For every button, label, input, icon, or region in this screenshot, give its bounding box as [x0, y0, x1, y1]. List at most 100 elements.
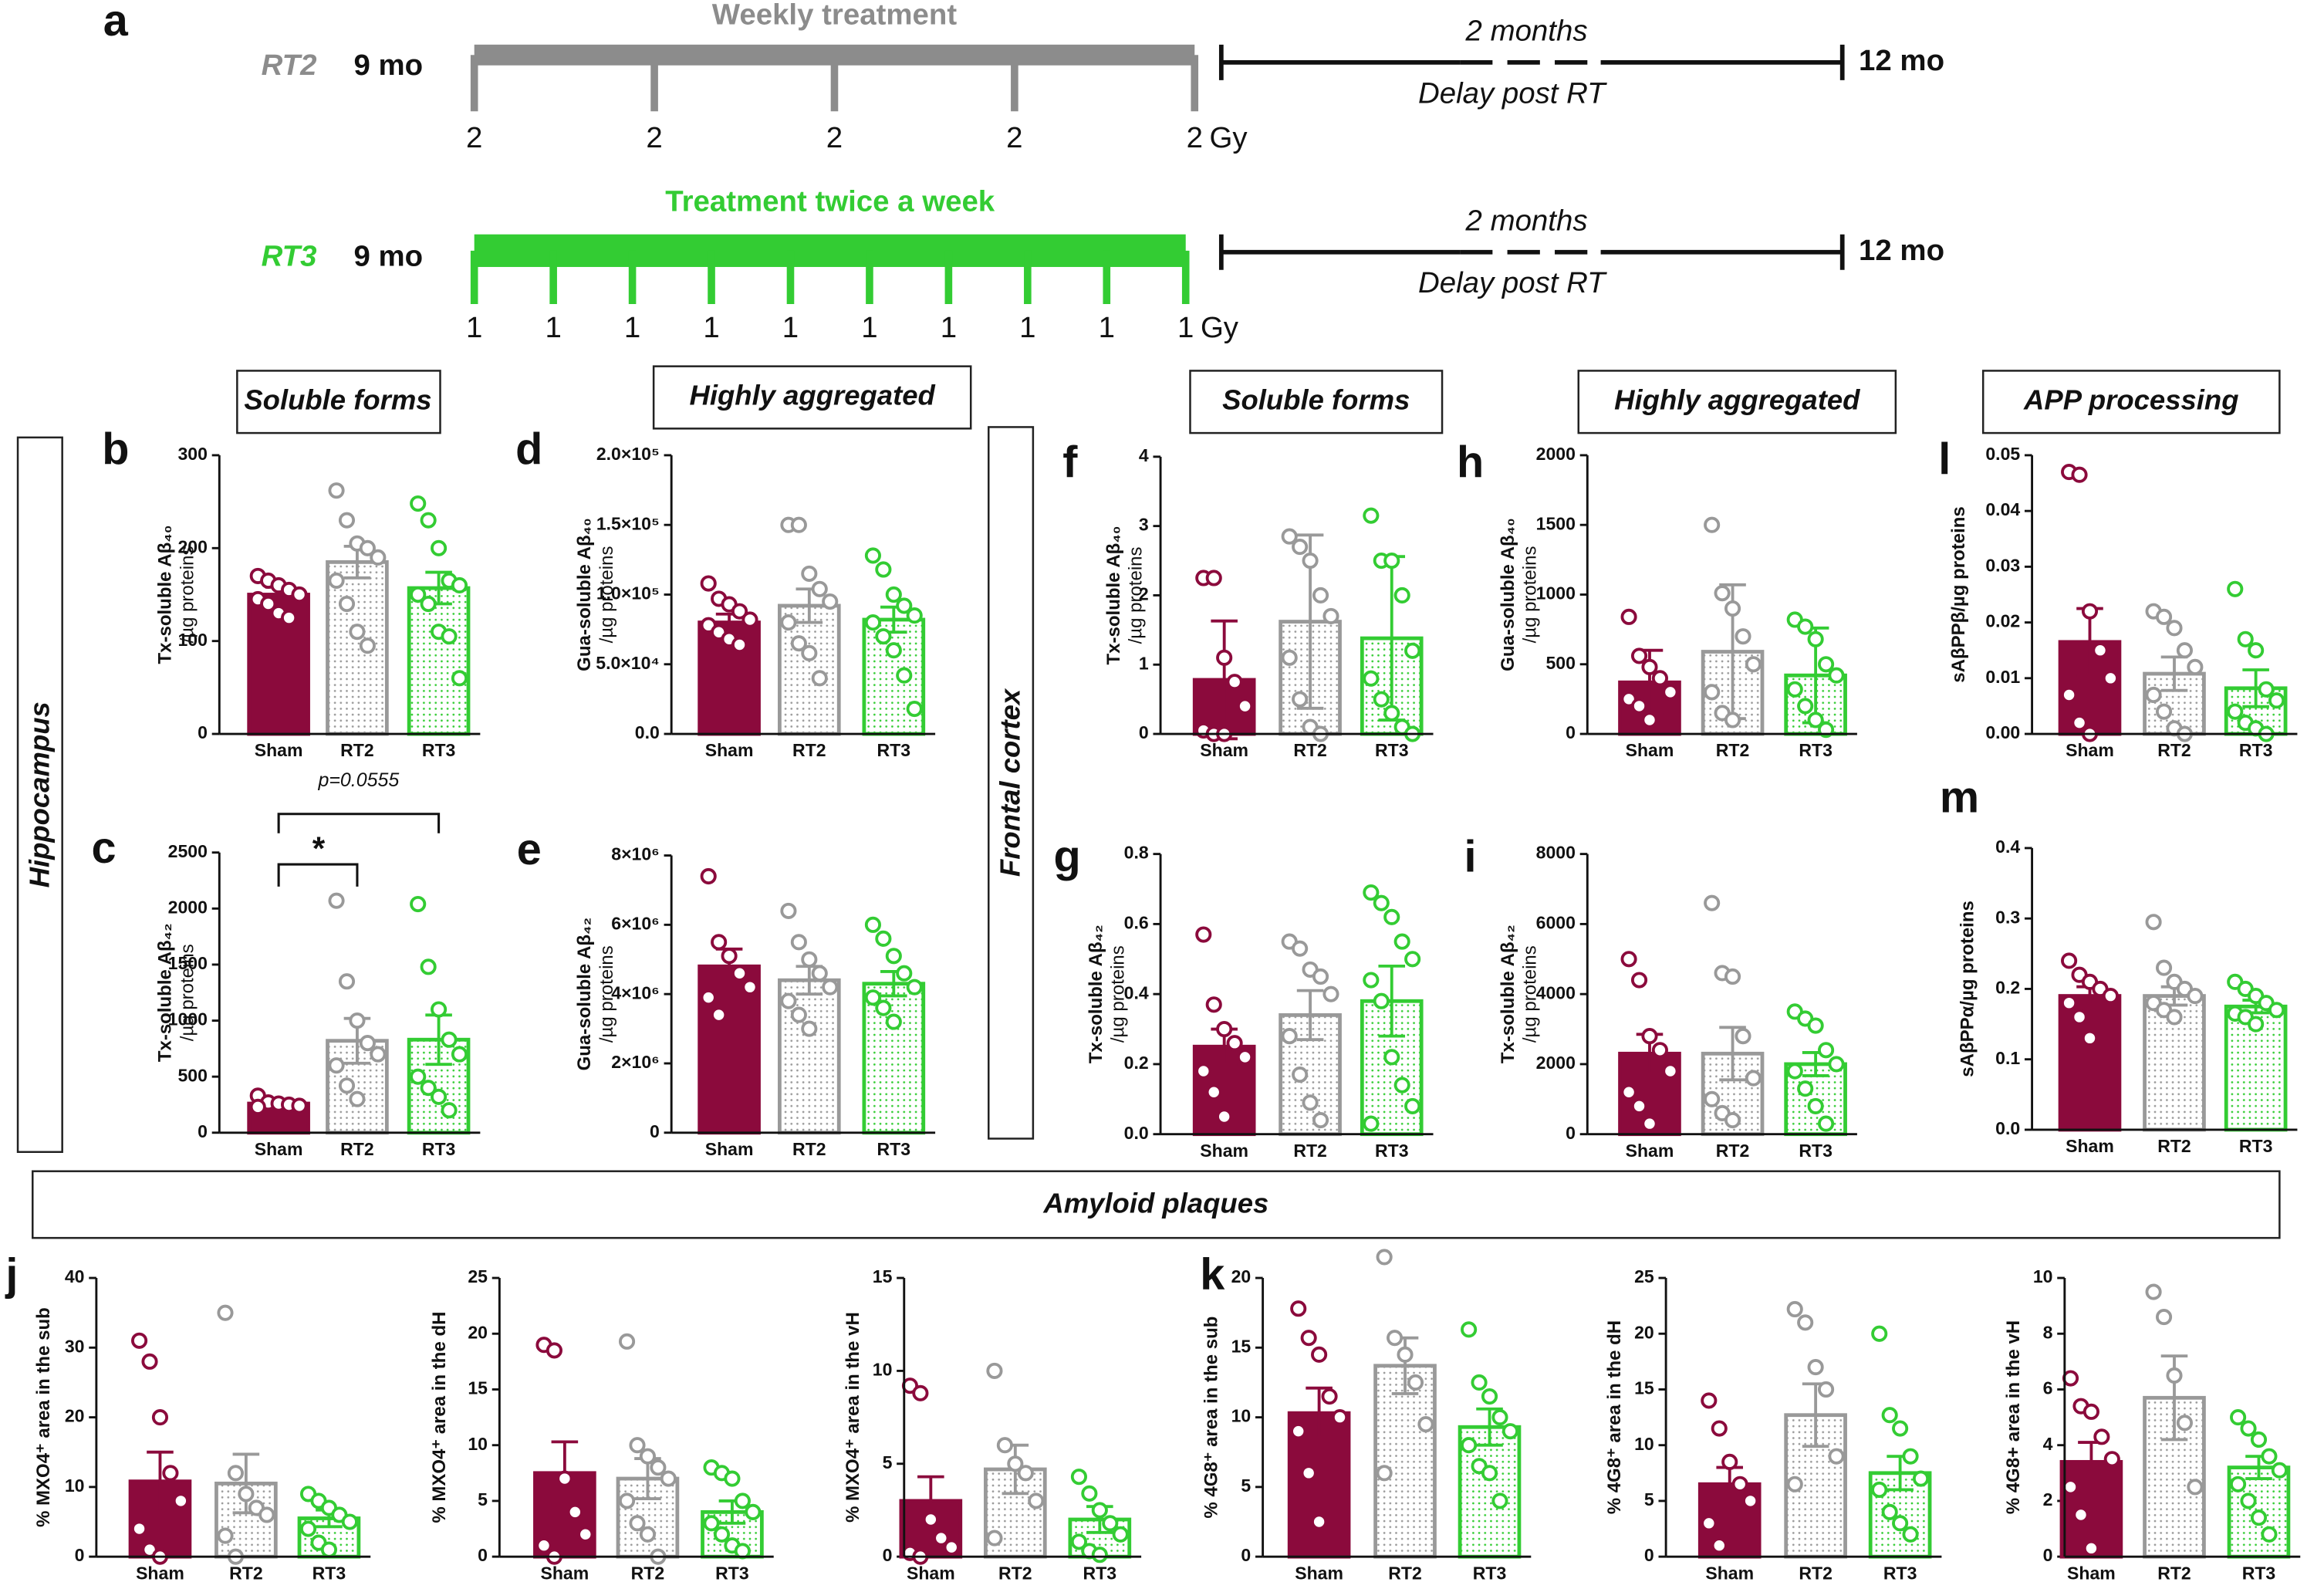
y-tick-label: 0.0: [1995, 1118, 2020, 1138]
data-point: [1491, 1409, 1508, 1426]
data-point: [1651, 1042, 1668, 1059]
data-point: [535, 1537, 552, 1554]
dose-label: 2: [646, 121, 662, 154]
data-point: [2187, 988, 2204, 1005]
y-tick-label: 0: [198, 1121, 208, 1141]
data-point: [2230, 1409, 2247, 1426]
x-tick-label: RT2: [792, 740, 826, 760]
data-point: [1731, 1476, 1748, 1492]
treatment-bar: [474, 234, 1186, 267]
data-point: [349, 624, 366, 641]
data-point: [1216, 1020, 1233, 1038]
y-tick-label: 10: [1231, 1406, 1252, 1426]
y-tick-label: 0: [1566, 722, 1576, 742]
y-tick-label: 2000: [1536, 444, 1576, 464]
data-point: [1892, 1515, 1909, 1532]
data-point: [780, 614, 797, 631]
y-axis-label: /µg proteins: [596, 546, 617, 644]
y-tick-label: 4000: [1536, 982, 1576, 1002]
y-tick-label: 0: [2043, 1545, 2053, 1565]
y-tick-label: 20: [468, 1322, 488, 1342]
x-tick-label: RT3: [1375, 740, 1409, 760]
data-point: [328, 572, 345, 589]
data-point: [1363, 1115, 1380, 1132]
y-tick-label: 0: [1644, 1545, 1654, 1565]
y-tick-label: 0.00: [1985, 722, 2020, 742]
data-point: [420, 958, 437, 975]
y-tick-label: 8×10⁶: [611, 844, 660, 864]
data-point: [790, 1006, 807, 1023]
y-tick-label: 40: [65, 1266, 85, 1286]
y-tick-label: 8000: [1536, 843, 1576, 863]
x-tick-label: RT3: [2239, 1136, 2273, 1156]
y-tick-label: 1000: [1536, 583, 1576, 603]
data-point: [711, 1006, 728, 1023]
data-point: [822, 593, 839, 610]
data-point: [151, 1409, 169, 1426]
data-point: [2187, 658, 2204, 675]
data-point: [1828, 1056, 1845, 1073]
data-point: [2071, 466, 2088, 483]
data-point: [1797, 1314, 1814, 1331]
y-tick-label: 0.3: [1995, 907, 2020, 927]
y-axis-label: /µg proteins: [1520, 546, 1541, 644]
data-point: [420, 1080, 437, 1097]
y-axis-label: Tx-soluble Aβ₄₀: [1103, 526, 1124, 664]
y-tick-label: 10: [1634, 1434, 1654, 1454]
data-point: [1237, 1049, 1254, 1066]
y-axis-label: % MXO4⁺ area in the vH: [843, 1312, 863, 1523]
data-point: [864, 989, 881, 1006]
panel-letter: e: [517, 825, 542, 874]
y-tick-label: 0: [1241, 1545, 1251, 1565]
data-point: [1322, 607, 1339, 624]
data-point: [864, 614, 881, 631]
y-tick-label: 2000: [168, 897, 208, 917]
data-point: [1237, 698, 1254, 715]
data-point: [1902, 1526, 1919, 1543]
data-point: [1807, 1097, 1824, 1114]
panel-letter: d: [515, 424, 542, 474]
data-point: [1292, 539, 1309, 556]
y-tick-label: 1500: [168, 953, 208, 973]
data-point: [986, 1362, 1003, 1379]
data-point: [341, 1513, 358, 1530]
y-axis-label: Gua-soluble Aβ₄₀: [574, 518, 595, 671]
data-point: [639, 1526, 657, 1543]
data-point: [1195, 1063, 1212, 1080]
data-point: [875, 628, 892, 645]
y-axis-label: /µg proteins: [1108, 945, 1129, 1043]
y-tick-label: 0: [198, 722, 208, 742]
end-age: 12 mo: [1859, 234, 1944, 267]
panel-letter: j: [5, 1250, 18, 1300]
x-tick-label: RT2: [2157, 1563, 2191, 1582]
data-point: [1828, 667, 1845, 684]
data-point: [996, 1437, 1013, 1454]
p-value: p=0.0555: [317, 769, 399, 791]
data-point: [1786, 1300, 1803, 1318]
chart: g 0.0 0.2 0.4 0.6 0.8 Sham RT2 RT3 Tx-soluble Aβ₄…: [1053, 833, 1434, 1161]
data-point: [1070, 1469, 1087, 1486]
panel-letter: m: [1940, 773, 1979, 823]
data-point: [629, 1515, 646, 1532]
x-tick-label: RT3: [877, 1139, 911, 1159]
data-point: [227, 1465, 244, 1482]
panel-letter: i: [1464, 833, 1477, 882]
panel-letter: g: [1053, 833, 1080, 882]
data-point: [2155, 1309, 2173, 1326]
data-point: [1704, 684, 1721, 701]
x-tick-label: RT3: [877, 740, 911, 760]
data-point: [1376, 1465, 1393, 1482]
dose-label: 1: [1177, 311, 1194, 344]
panel-letter: k: [1200, 1250, 1225, 1300]
data-point: [1195, 926, 1212, 943]
y-tick-label: 0.04: [1985, 499, 2020, 519]
data-point: [320, 1541, 338, 1558]
x-tick-label: RT3: [422, 1139, 456, 1159]
data-point: [1302, 552, 1319, 570]
x-tick-label: Sham: [1295, 1563, 1343, 1582]
data-point: [1797, 1080, 1814, 1097]
data-point: [1818, 1381, 1835, 1398]
data-point: [2166, 1009, 2183, 1026]
data-point: [2092, 642, 2109, 659]
data-point: [328, 482, 345, 499]
